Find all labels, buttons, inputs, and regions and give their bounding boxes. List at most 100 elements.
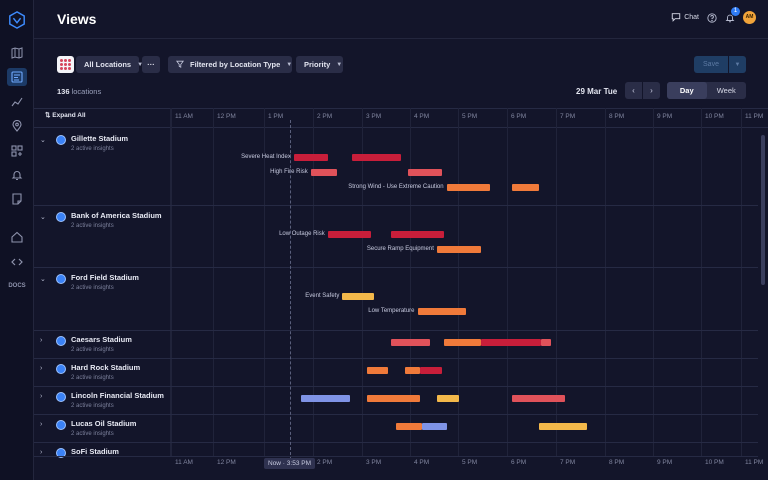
insight-bar[interactable]: [541, 339, 551, 346]
chevron-right-icon[interactable]: ›: [40, 449, 43, 456]
hour-gridline: [605, 108, 606, 456]
insight-bar[interactable]: [419, 367, 442, 374]
insight-bar[interactable]: [446, 184, 491, 191]
next-day-button[interactable]: ›: [643, 82, 660, 99]
insight-bar[interactable]: [366, 367, 389, 374]
insight-bar[interactable]: [342, 293, 374, 300]
insight-bar[interactable]: [512, 184, 539, 191]
insight-bar[interactable]: [390, 339, 430, 346]
chevron-right-icon[interactable]: ›: [40, 421, 43, 428]
insight-bar[interactable]: [366, 395, 420, 402]
location-row[interactable]: › Lincoln Financial Stadium 2 active insig…: [40, 391, 168, 415]
location-name: Caesars Stadium: [71, 335, 132, 344]
chevron-right-icon[interactable]: ›: [40, 337, 43, 344]
hour-tick-label: 11 PM: [745, 113, 764, 120]
insight-bar[interactable]: [310, 169, 338, 176]
insight-bar[interactable]: [436, 246, 481, 253]
code-icon[interactable]: [9, 254, 25, 270]
chat-icon: [671, 12, 681, 24]
insight-bar[interactable]: [390, 231, 445, 238]
insight-bar[interactable]: [480, 339, 542, 346]
location-count: 136 locations: [57, 87, 101, 96]
week-view-tab[interactable]: Week: [716, 86, 736, 95]
day-view-tab[interactable]: Day: [667, 82, 707, 99]
more-icon: ···: [147, 60, 155, 69]
hour-gridline: [362, 108, 363, 456]
insight-bar[interactable]: [538, 423, 588, 430]
filter-label: Filtered by Location Type: [190, 60, 281, 69]
insight-bar[interactable]: [327, 231, 372, 238]
insight-bar[interactable]: [436, 395, 459, 402]
insight-bar[interactable]: [293, 154, 328, 161]
chevron-right-icon[interactable]: ›: [40, 365, 43, 372]
locations-dropdown[interactable]: All Locations ▼: [76, 56, 143, 73]
row-divider: [34, 205, 758, 206]
more-options-button[interactable]: ···: [142, 56, 160, 73]
prev-day-button[interactable]: ‹: [625, 82, 642, 99]
location-insight-count: 2 active insights: [71, 223, 114, 229]
insight-bar[interactable]: [417, 308, 466, 315]
location-insight-count: 2 active insights: [71, 375, 114, 381]
hour-tick-label: 10 PM: [705, 113, 724, 120]
location-insight-count: 2 active insights: [71, 347, 114, 353]
location-status-dot: [56, 274, 66, 284]
location-type-filter[interactable]: Filtered by Location Type ▼: [168, 56, 292, 73]
notes-icon[interactable]: [9, 191, 25, 207]
hour-tick-label: 7 PM: [560, 459, 576, 466]
views-icon[interactable]: [7, 68, 27, 86]
home-icon[interactable]: [9, 229, 25, 245]
save-button[interactable]: Save: [694, 56, 728, 73]
expand-all-button[interactable]: ⇅ Expand All: [45, 112, 86, 119]
bell-icon[interactable]: [9, 167, 25, 183]
help-icon[interactable]: [707, 12, 717, 23]
priority-dropdown[interactable]: Priority ▼: [296, 56, 343, 73]
save-options-chevron-icon[interactable]: ▼: [729, 56, 746, 73]
hour-tick-label: 5 PM: [462, 459, 478, 466]
insight-bar[interactable]: [407, 169, 442, 176]
location-count-suffix: locations: [69, 87, 102, 96]
insight-bar[interactable]: [444, 339, 481, 346]
notification-badge: 1: [731, 6, 740, 16]
insight-bar[interactable]: [395, 423, 423, 430]
integrations-icon[interactable]: [9, 143, 25, 159]
hour-tick-label: 3 PM: [366, 113, 382, 120]
insight-bar[interactable]: [512, 395, 566, 402]
chat-button[interactable]: Chat: [671, 12, 699, 24]
app-logo-icon[interactable]: [8, 11, 26, 29]
location-row[interactable]: › SoFi Stadium: [40, 447, 168, 471]
expand-all-label: Expand All: [52, 112, 86, 119]
location-row[interactable]: › Lucas Oil Stadium 2 active insights: [40, 419, 168, 443]
location-row[interactable]: › Hard Rock Stadium 2 active insights: [40, 363, 168, 387]
hour-tick-label: 6 PM: [511, 459, 527, 466]
location-row[interactable]: ⌄ Bank of America Stadium 2 active insight…: [40, 211, 168, 235]
avatar[interactable]: AM: [743, 11, 756, 24]
vertical-scrollbar[interactable]: [761, 135, 765, 285]
insight-label: Event Safety: [305, 293, 340, 299]
analytics-icon[interactable]: [9, 94, 25, 110]
chevron-down-icon[interactable]: ⌄: [40, 214, 46, 221]
chevron-down-icon[interactable]: ⌄: [40, 137, 46, 144]
insight-bar[interactable]: [301, 395, 350, 402]
hour-gridline: [264, 108, 265, 456]
location-status-dot: [56, 364, 66, 374]
location-row[interactable]: ⌄ Gillette Stadium 2 active insights: [40, 134, 168, 158]
hour-tick-label: 11 PM: [745, 459, 764, 466]
apps-grid-icon[interactable]: [57, 56, 74, 73]
hour-tick-label: 9 PM: [657, 459, 673, 466]
docs-link[interactable]: DOCS: [8, 283, 26, 289]
insight-bar[interactable]: [352, 154, 401, 161]
location-row[interactable]: ⌄ Ford Field Stadium 2 active insights: [40, 273, 168, 297]
chevron-down-icon[interactable]: ⌄: [40, 276, 46, 283]
insight-bar[interactable]: [422, 423, 447, 430]
location-pin-icon[interactable]: [9, 118, 25, 134]
hour-tick-label: 8 PM: [609, 459, 625, 466]
hour-gridline: [171, 108, 172, 456]
insight-bar[interactable]: [405, 367, 420, 374]
map-icon[interactable]: [9, 45, 25, 61]
location-row[interactable]: › Caesars Stadium 2 active insights: [40, 335, 168, 359]
location-count-value: 136: [57, 87, 70, 96]
hour-tick-label: 12 PM: [217, 113, 236, 120]
view-mode-toggle: Day Week: [667, 82, 746, 99]
chevron-right-icon[interactable]: ›: [40, 393, 43, 400]
notifications-bell-icon[interactable]: 1: [725, 6, 740, 23]
